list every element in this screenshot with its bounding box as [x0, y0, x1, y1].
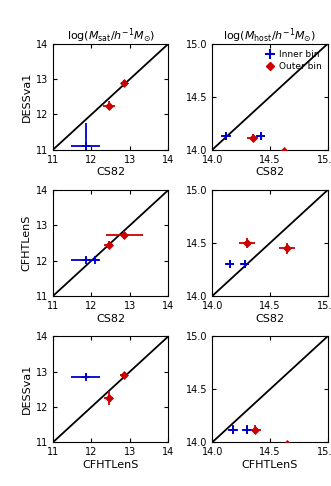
- Y-axis label: CFHTLenS: CFHTLenS: [22, 215, 31, 271]
- Title: $\log(M_{\rm sat}/h^{-1}M_{\odot})$: $\log(M_{\rm sat}/h^{-1}M_{\odot})$: [67, 26, 155, 45]
- Y-axis label: DESSva1: DESSva1: [22, 364, 31, 415]
- X-axis label: CS82: CS82: [256, 313, 285, 324]
- Legend: Inner bin, Outer bin: Inner bin, Outer bin: [264, 48, 323, 72]
- X-axis label: CS82: CS82: [96, 313, 125, 324]
- X-axis label: CS82: CS82: [256, 167, 285, 177]
- Title: $\log(M_{\rm host}/h^{-1}M_{\odot})$: $\log(M_{\rm host}/h^{-1}M_{\odot})$: [223, 26, 316, 45]
- X-axis label: CFHTLenS: CFHTLenS: [242, 460, 298, 470]
- X-axis label: CS82: CS82: [96, 167, 125, 177]
- Y-axis label: DESSva1: DESSva1: [22, 71, 31, 122]
- X-axis label: CFHTLenS: CFHTLenS: [82, 460, 139, 470]
